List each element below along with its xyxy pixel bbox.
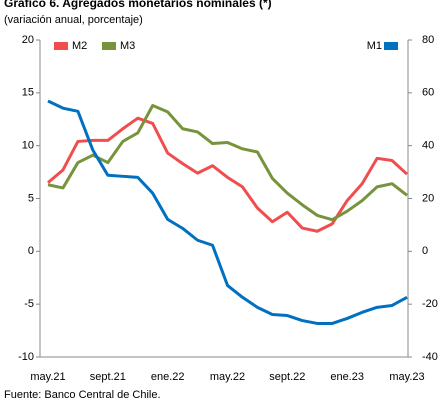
x-tick-label: ene.22: [151, 371, 185, 383]
series-line: [47, 99, 408, 325]
y2-tick-label: 40: [422, 140, 434, 152]
legend-label: M3: [120, 40, 135, 52]
legend-swatch: [384, 42, 398, 50]
legend-swatch: [102, 42, 116, 50]
y-tick-label: -10: [18, 351, 34, 363]
y2-tick-label: 0: [422, 245, 428, 257]
source: Fuente: Banco Central de Chile.: [4, 389, 161, 401]
y2-tick-label: -40: [422, 351, 438, 363]
series-line: [47, 104, 408, 222]
x-tick-label: may.21: [30, 371, 65, 383]
x-tick-label: may.22: [210, 371, 245, 383]
legend-label: M1: [367, 40, 382, 52]
y-tick-label: 15: [22, 87, 34, 99]
y-tick-label: -5: [24, 298, 34, 310]
series-line: [47, 116, 409, 233]
y2-tick-label: 80: [422, 34, 434, 46]
legend-label: M2: [72, 40, 87, 52]
x-tick-label: may.23: [389, 371, 424, 383]
x-tick-label: sept.22: [269, 371, 305, 383]
chart-subtitle: (variación anual, porcentaje): [4, 14, 143, 26]
x-tick-label: sept.21: [90, 371, 126, 383]
y2-tick-label: -20: [422, 298, 438, 310]
y-tick-label: 0: [28, 245, 34, 257]
legend-swatch: [54, 42, 68, 50]
y2-tick-label: 20: [422, 192, 434, 204]
y-tick-label: 5: [28, 192, 34, 204]
x-tick-label: ene.23: [330, 371, 364, 383]
y2-tick-label: 60: [422, 87, 434, 99]
y-tick-label: 10: [22, 140, 34, 152]
y-tick-label: 20: [22, 34, 34, 46]
chart-title: Gráfico 6. Agregados monetarios nominale…: [4, 0, 272, 10]
